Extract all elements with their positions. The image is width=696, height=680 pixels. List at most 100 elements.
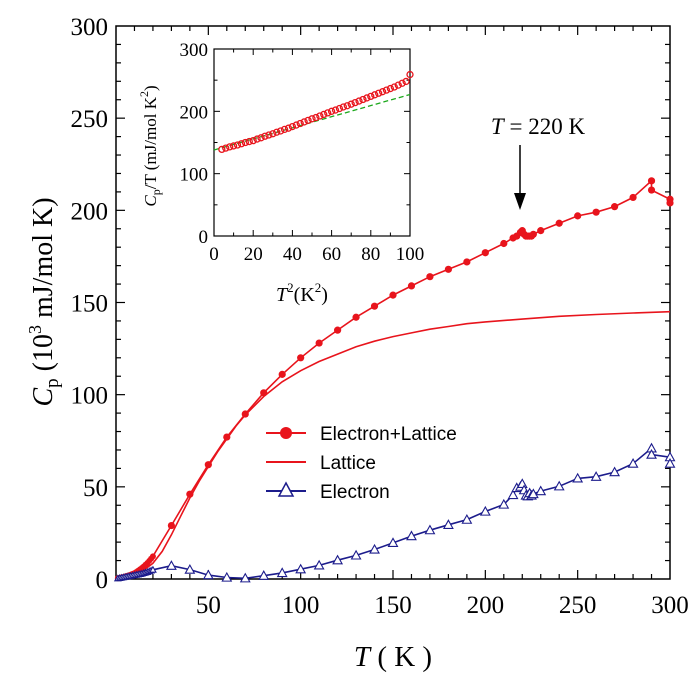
- inset-data-point: [347, 100, 355, 108]
- inset-data-point: [382, 86, 391, 94]
- inset-data-point: [273, 128, 281, 136]
- series-line-electron: [117, 446, 671, 580]
- x-tick-label: 100: [282, 592, 320, 619]
- data-point: [537, 227, 545, 235]
- inset-data-point: [261, 132, 269, 140]
- inset-data-point: [218, 145, 226, 154]
- inset-x-sup1: 2: [287, 280, 294, 295]
- annotation: T = 220 K: [491, 114, 586, 210]
- data-point: [221, 571, 233, 582]
- inset-data-point: [292, 121, 300, 129]
- inset-x-axis-title: T2(K2): [276, 280, 328, 306]
- data-point: [315, 339, 323, 347]
- data-point: [202, 569, 214, 580]
- legend-item-electron: Electron: [266, 481, 390, 503]
- legend-label: Electron: [320, 482, 390, 503]
- y-tick-label: 50: [83, 475, 108, 502]
- inset-data-point: [335, 104, 344, 113]
- data-point: [481, 249, 489, 257]
- inset-series-layer: [213, 70, 414, 154]
- inset-y-tick-label: 100: [180, 165, 209, 186]
- inset-data-point: [280, 125, 289, 134]
- inset-data-point: [378, 88, 387, 96]
- inset-data-point: [237, 140, 246, 148]
- data-point: [407, 282, 416, 290]
- inset-x-symbol: T: [276, 284, 289, 306]
- data-point: [479, 505, 491, 516]
- annotation-symbol: T: [491, 114, 506, 139]
- inset-x-tick-label: 0: [209, 244, 219, 265]
- data-point: [461, 514, 473, 524]
- inset-data-point: [355, 97, 363, 105]
- legend-item-lattice: Lattice: [266, 453, 376, 474]
- inset-y-symbol: C: [141, 195, 160, 207]
- legend-swatch-marker: [277, 481, 295, 497]
- inset-y-tick-label: 300: [180, 40, 209, 61]
- inset-axes-ticks: [214, 49, 410, 236]
- x-tick-label: 250: [559, 592, 597, 619]
- inset-data-point: [253, 135, 261, 143]
- annotation-rest: = 220 K: [504, 114, 586, 139]
- inset-data-point: [269, 130, 277, 138]
- annotation-label: T = 220 K: [491, 114, 586, 139]
- y-tick-label: 0: [96, 567, 109, 594]
- data-point: [572, 472, 584, 483]
- inset-data-point: [343, 102, 351, 110]
- inset-data-point: [229, 142, 238, 150]
- y-axis-title-rest: mJ/mol K): [28, 197, 59, 325]
- x-tick-label: 50: [196, 592, 221, 619]
- data-point: [553, 480, 565, 491]
- inset-y-rest: /T (mJ/mol K: [141, 96, 160, 189]
- inset-tick-labels: 0 20 40 60 80 100 0 100 200 300: [180, 40, 425, 265]
- data-point: [574, 212, 582, 220]
- y-tick-label: 300: [71, 14, 109, 41]
- inset-x-tick-label: 60: [322, 244, 341, 265]
- inset-data-point: [359, 95, 367, 104]
- inset-x-tick-label: 80: [361, 244, 380, 265]
- data-point: [258, 570, 270, 580]
- y-tick-label: 250: [71, 106, 109, 133]
- inset-data-point: [390, 83, 398, 91]
- y-tick-label: 100: [71, 383, 109, 410]
- data-point: [590, 471, 602, 481]
- data-point: [406, 530, 417, 541]
- inset-data-point: [394, 81, 402, 89]
- x-axis-title: T ( K ): [354, 641, 432, 673]
- annotation-arrow-head: [514, 193, 526, 210]
- inset-x-sup2: 2: [315, 280, 322, 295]
- data-point: [278, 370, 286, 378]
- y-tick-label: 200: [71, 198, 109, 225]
- data-point: [352, 313, 360, 321]
- inset-data-point: [363, 94, 371, 102]
- y-axis-title: Cp (103 mJ/mol K): [25, 197, 63, 406]
- data-point: [313, 559, 325, 570]
- data-point: [167, 521, 175, 530]
- data-point: [369, 543, 380, 554]
- inset-data-point: [284, 124, 293, 132]
- inset-data-point: [331, 106, 340, 114]
- inset-data-point: [339, 103, 348, 111]
- inset-data-point: [241, 138, 250, 147]
- y-tick-label: 150: [71, 291, 109, 318]
- data-point: [389, 291, 397, 299]
- inset-y-close: ): [141, 85, 160, 91]
- data-point: [592, 208, 600, 216]
- inset-y-sub: p: [149, 189, 163, 195]
- data-point: [611, 203, 619, 211]
- data-point: [426, 273, 434, 281]
- inset-background: [214, 49, 410, 236]
- data-point: [529, 230, 537, 238]
- data-point: [148, 565, 157, 573]
- data-point: [276, 567, 288, 578]
- inset-data-point: [245, 137, 253, 146]
- data-point: [463, 258, 471, 266]
- inset-data-point: [320, 110, 328, 119]
- data-point: [332, 554, 344, 565]
- inset-data-point: [276, 127, 285, 135]
- inset-data-point: [371, 91, 379, 99]
- inset-x-tick-label: 100: [396, 244, 425, 265]
- inset-data-point: [367, 92, 375, 101]
